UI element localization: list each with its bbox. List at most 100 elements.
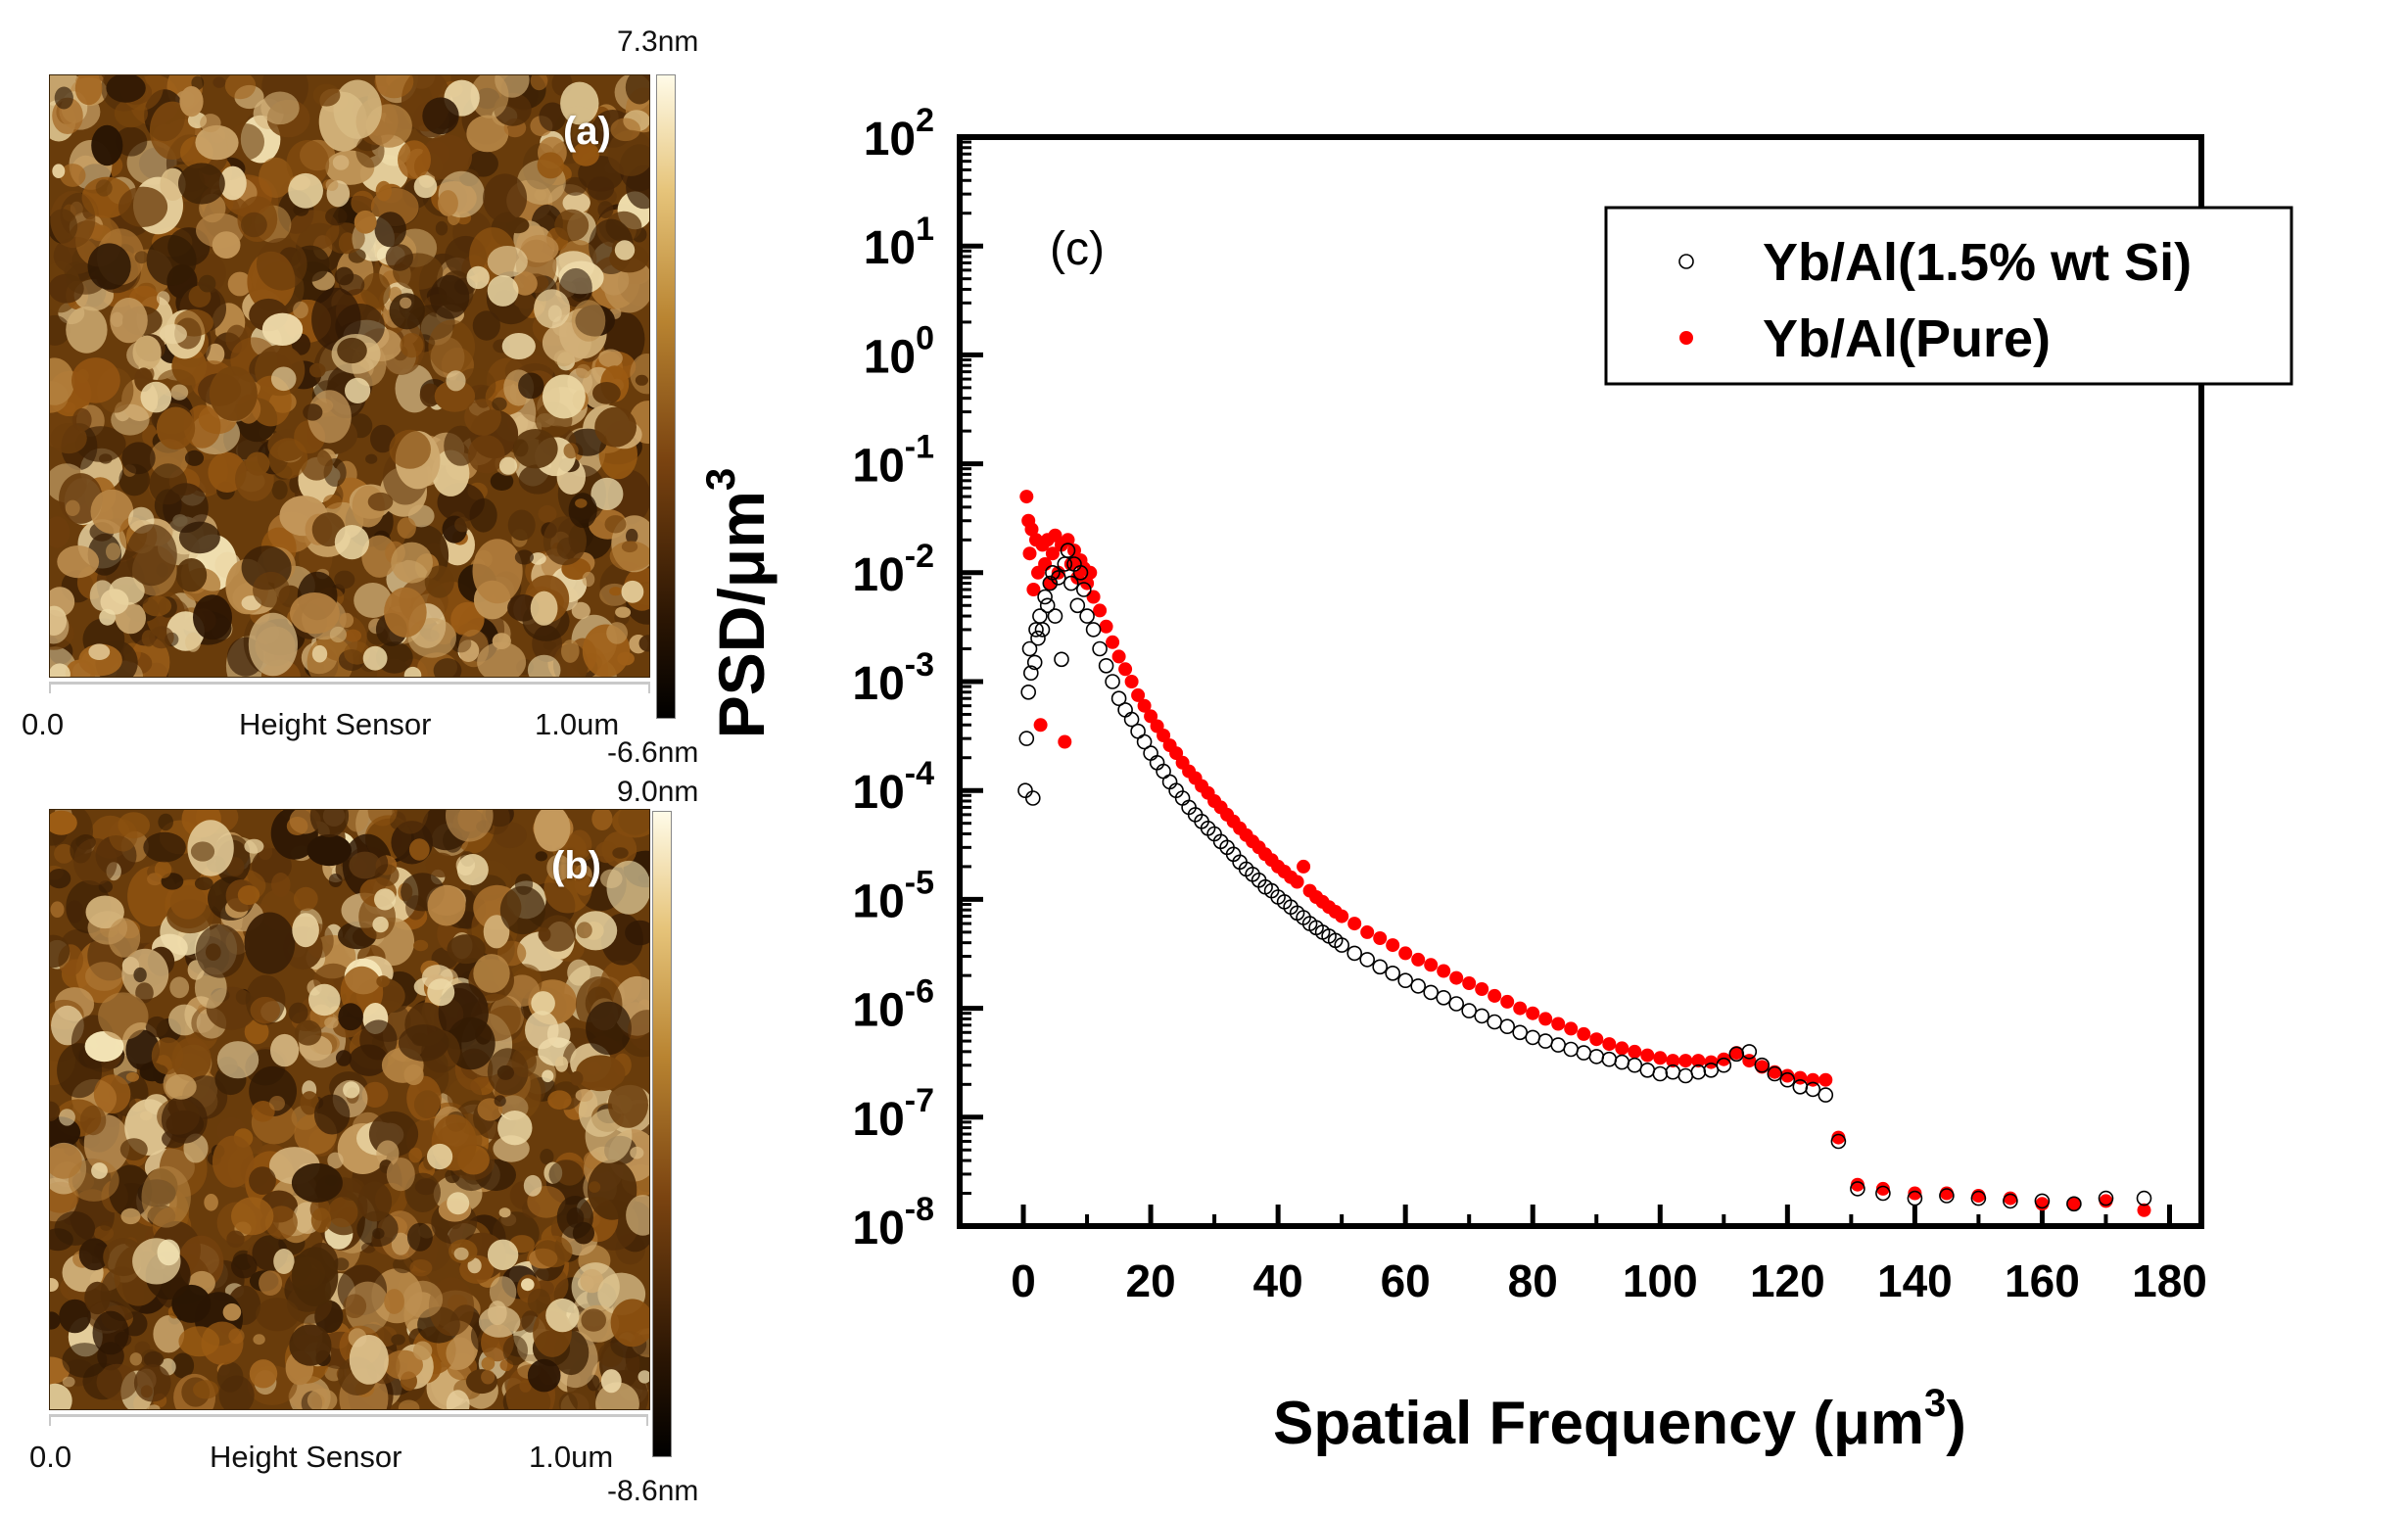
afm-grain	[178, 163, 225, 205]
afm-grain	[523, 1174, 543, 1197]
afm-grain	[268, 438, 308, 479]
afm-grain	[98, 992, 149, 1040]
afm-grain	[50, 357, 75, 405]
point-si	[1045, 564, 1061, 581]
afm-grain	[391, 1334, 405, 1346]
colorbar-min-label-a: -6.6nm	[607, 736, 699, 769]
point-pure	[1780, 1068, 1795, 1083]
afm-grain	[589, 1181, 601, 1193]
point-pure	[1124, 675, 1139, 688]
point-pure	[1666, 1054, 1680, 1068]
point-pure	[1717, 1052, 1731, 1066]
afm-grain	[307, 390, 352, 444]
point-pure	[1437, 964, 1451, 978]
point-pure	[1131, 687, 1146, 702]
afm-grain	[256, 1298, 300, 1332]
afm-grain	[576, 922, 592, 939]
point-pure	[1411, 952, 1426, 967]
afm-grain	[590, 477, 624, 510]
point-si	[1136, 733, 1153, 750]
afm-grain	[125, 1071, 139, 1082]
afm-grain	[74, 75, 103, 106]
afm-grain	[397, 517, 416, 539]
afm-grain	[50, 190, 96, 249]
afm-grain	[62, 1376, 75, 1388]
y-axis-title-main: PSD/μm	[705, 491, 778, 738]
afm-grain	[383, 1349, 423, 1380]
point-si	[1601, 1051, 1618, 1067]
afm-grain	[598, 349, 623, 368]
afm-bright-grain	[498, 456, 518, 475]
afm-grain	[464, 399, 501, 436]
afm-grain	[367, 492, 394, 511]
afm-grain	[376, 975, 390, 988]
point-si	[1907, 1190, 1923, 1206]
point-si	[1830, 1133, 1847, 1150]
point-pure	[1398, 946, 1413, 961]
point-pure	[1577, 1026, 1591, 1041]
afm-grain	[52, 164, 66, 178]
afm-grain	[376, 1140, 400, 1166]
point-pure	[1024, 522, 1039, 537]
afm-grain	[424, 565, 454, 598]
afm-grain	[250, 996, 281, 1024]
point-pure	[1704, 1055, 1719, 1069]
afm-grain	[260, 91, 300, 125]
afm-grain	[135, 982, 154, 1004]
point-si	[1143, 745, 1158, 761]
x-axis-title-close: )	[1946, 1390, 1966, 1457]
afm-grain	[427, 885, 466, 926]
afm-grain	[361, 1081, 389, 1108]
afm-grain	[501, 333, 536, 359]
afm-grain	[567, 829, 592, 860]
afm-grain	[374, 75, 414, 99]
afm-grain	[293, 886, 318, 911]
colorbar-max-label-b: 9.0nm	[617, 776, 699, 808]
afm-bright-grain	[99, 608, 117, 626]
afm-axis-line-b	[49, 1414, 648, 1417]
point-si	[2136, 1190, 2152, 1206]
afm-grain	[143, 831, 186, 863]
afm-grain	[473, 954, 510, 993]
afm-grain	[574, 911, 618, 951]
point-si	[1020, 684, 1037, 700]
afm-grain	[354, 210, 377, 234]
afm-grain	[547, 1090, 572, 1110]
tick-layer: 0 20 40 60 80 100 120 140 160 180 10-8 10-7 10-6 10-5…	[852, 102, 2206, 1306]
point-si	[1436, 989, 1452, 1006]
point-pure	[2066, 1197, 2081, 1211]
afm-grain	[446, 1337, 475, 1370]
afm-grain	[156, 291, 170, 306]
afm-grain	[635, 374, 649, 386]
afm-bright-grain	[308, 983, 341, 1017]
afm-grain	[406, 1222, 433, 1252]
afm-grain	[185, 632, 202, 652]
afm-grain	[409, 1259, 433, 1277]
afm-grain	[472, 539, 523, 604]
afm-grain	[273, 1249, 295, 1274]
afm-grain	[323, 495, 343, 509]
afm-grain	[121, 442, 156, 475]
point-si	[1423, 984, 1440, 1001]
y-tick-label--5: 10-5	[852, 864, 934, 927]
afm-bright-grain	[343, 1081, 360, 1099]
afm-grain	[554, 209, 590, 242]
point-si	[1563, 1041, 1580, 1058]
afm-grain	[160, 167, 186, 201]
afm-grain	[50, 1311, 61, 1330]
afm-bright-grain	[413, 174, 438, 199]
y-axis-title: PSD/μm3	[697, 468, 778, 738]
afm-grain	[604, 515, 627, 534]
afm-grain	[108, 918, 141, 958]
afm-grain	[244, 912, 296, 974]
point-si	[1042, 575, 1059, 591]
afm-grain	[332, 155, 350, 170]
afm-grain	[422, 97, 459, 135]
afm-grain	[470, 75, 509, 118]
afm-bright-grain	[372, 916, 389, 933]
afm-grain	[546, 854, 571, 881]
x-tick-label-100: 100	[1623, 1255, 1698, 1306]
afm-grain	[129, 1352, 143, 1366]
point-si	[2003, 1193, 2018, 1209]
afm-grain	[425, 852, 456, 877]
